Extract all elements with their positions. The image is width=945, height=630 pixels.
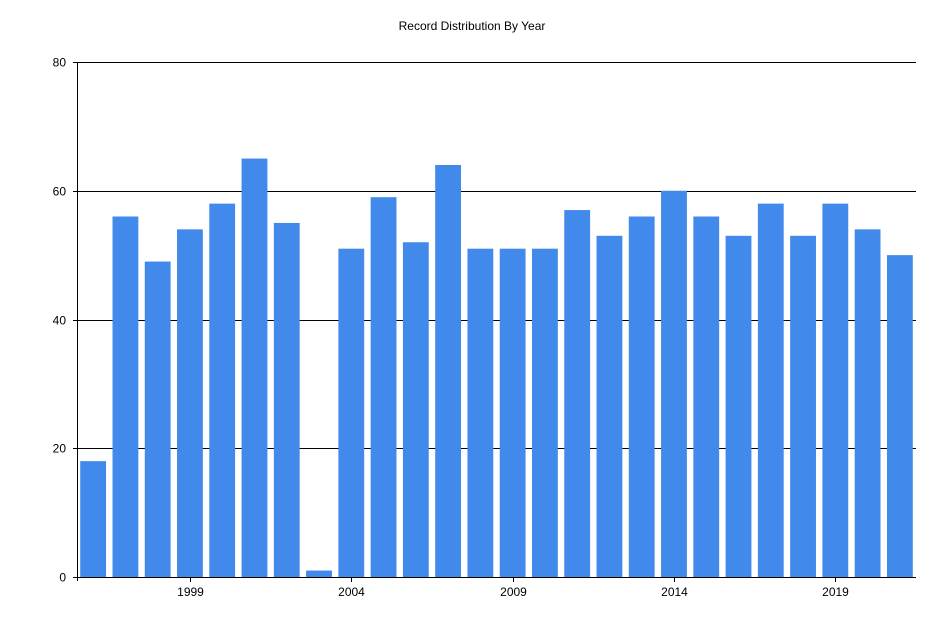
bar-2019 [822, 203, 849, 578]
bar-2021 [886, 255, 913, 578]
bar-2017 [757, 203, 784, 578]
y-tick-labels: 0 20 40 60 80 [53, 56, 67, 585]
x-tick-label: 2009 [500, 585, 527, 599]
bar-1999 [177, 229, 203, 578]
bar-2008 [467, 248, 494, 577]
x-tick-label: 2004 [338, 585, 365, 599]
bar-2013 [628, 216, 655, 577]
bar-1997 [112, 216, 139, 577]
bar-2000 [209, 203, 236, 578]
bar-2005 [370, 197, 397, 577]
bar-2007 [435, 165, 462, 577]
bar-2004 [338, 248, 365, 577]
bars [80, 158, 913, 578]
bar-2014 [661, 190, 687, 577]
bar-2015 [693, 216, 720, 577]
bar-2006 [402, 242, 429, 577]
bar-2002 [273, 222, 300, 577]
bar-1998 [144, 261, 171, 577]
bar-2020 [854, 229, 881, 578]
y-tick-label: 80 [53, 56, 67, 70]
y-tick-label: 60 [53, 185, 67, 199]
bar-2018 [790, 235, 816, 577]
bar-2001 [241, 158, 268, 577]
bar-2003 [306, 570, 332, 577]
y-tick-label: 0 [59, 571, 66, 585]
bar-2009 [499, 248, 526, 577]
axes [73, 62, 916, 582]
bar-2012 [596, 235, 623, 577]
y-tick-label: 40 [53, 314, 67, 328]
x-tick-label: 2014 [661, 585, 688, 599]
x-tick-label: 1999 [177, 585, 204, 599]
bar-2010 [532, 248, 558, 577]
x-tick-labels: 1999 2004 2009 2014 2019 [177, 585, 849, 599]
bar-1996 [80, 461, 107, 578]
chart-title: Record Distribution By Year [399, 19, 546, 33]
bar-2011 [564, 210, 591, 577]
y-tick-label: 20 [53, 442, 67, 456]
bar-2016 [725, 235, 752, 577]
x-tick-label: 2019 [822, 585, 849, 599]
